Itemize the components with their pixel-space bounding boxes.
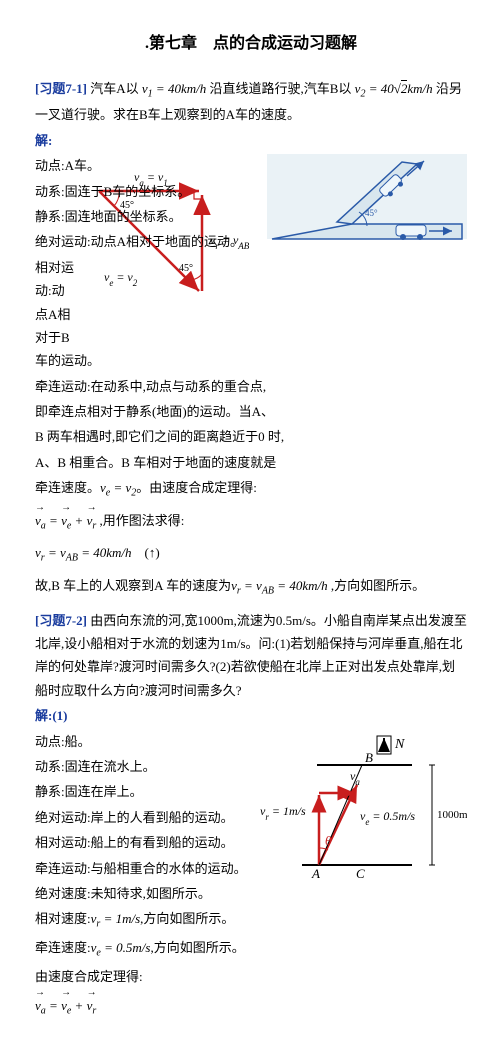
problem-text-7-2: 由西向东流的河,宽1000m,流速为0.5m/s。小船自南岸某点出发渡至北岸,设…: [35, 613, 467, 698]
vector-equation-1: va = ve + vr ,用作图法求得:: [35, 509, 467, 536]
v2-expr: v2 = 40√2km/h: [355, 81, 433, 96]
sol2-line-6: 绝对速度:未知待求,如图所示。: [35, 882, 467, 905]
svg-text:ve = v2: ve = v2: [104, 270, 138, 288]
chapter-title: .第七章 点的合成运动习题解: [35, 30, 467, 59]
solution-label-2: 解:(1): [35, 704, 467, 727]
problem-text-1: 汽车A以: [90, 81, 138, 96]
figure-river-crossing: N B A C 1000m θ vr = 1m/s ve = 0.5m/s va: [257, 730, 467, 880]
sol2-line-7: 相对速度:vr = 1m/s,方向如图所示。: [35, 907, 467, 934]
conclusion-7-1: 故,B 车上的人观察到A 车的速度为vr = vAB = 40km/h ,方向如…: [35, 574, 467, 601]
solution-label-1: 解:: [35, 129, 467, 152]
svg-text:C: C: [356, 866, 365, 880]
vector-equation-2: va = ve + vr: [35, 994, 467, 1021]
problem-7-1: [习题7-1] 汽车A以 v1 = 40km/h 沿直线道路行驶,汽车B以 v2…: [35, 77, 467, 127]
result-7-1: vr = vAB = 40km/h (↑): [35, 541, 467, 568]
problem-header: [习题7-1]: [35, 81, 87, 96]
sol-line-7: B 两车相遇时,即它们之间的距离趋近于0 时,: [35, 425, 467, 448]
sol-line-5: 牵连运动:在动系中,动点与动系的重合点,: [35, 375, 467, 398]
svg-text:B: B: [365, 750, 373, 765]
problem-7-2: [习题7-2] 由西向东流的河,宽1000m,流速为0.5m/s。小船自南岸某点…: [35, 609, 467, 703]
problem-text-2: 沿直线道路行驶,汽车B以: [209, 81, 351, 96]
sol-line-9: 牵连速度。ve = v2。由速度合成定理得:: [35, 476, 467, 503]
svg-text:ve = 0.5m/s: ve = 0.5m/s: [360, 809, 415, 827]
sol-line-6: 即牵连点相对于静系(地面)的运动。当A、: [35, 400, 467, 423]
sol-line-8: A、B 相重合。B 车相对于地面的速度就是: [35, 451, 467, 474]
svg-text:vr = 1m/s: vr = 1m/s: [260, 804, 306, 822]
problem-header-2: [习题7-2]: [35, 613, 87, 628]
svg-text:A: A: [311, 866, 320, 880]
sol2-line-8: 牵连速度:ve = 0.5m/s,方向如图所示。: [35, 936, 467, 963]
svg-text:θ: θ: [325, 833, 332, 848]
svg-text:45°: 45°: [365, 208, 378, 218]
svg-text:1000m: 1000m: [437, 809, 467, 821]
svg-text:45°: 45°: [179, 263, 193, 274]
figure-road-diagram: 45°: [267, 154, 467, 259]
v1-expr: v1 = 40km/h: [142, 81, 206, 96]
sol2-line-9: 由速度合成定理得:: [35, 965, 467, 988]
svg-text:N: N: [394, 737, 405, 752]
